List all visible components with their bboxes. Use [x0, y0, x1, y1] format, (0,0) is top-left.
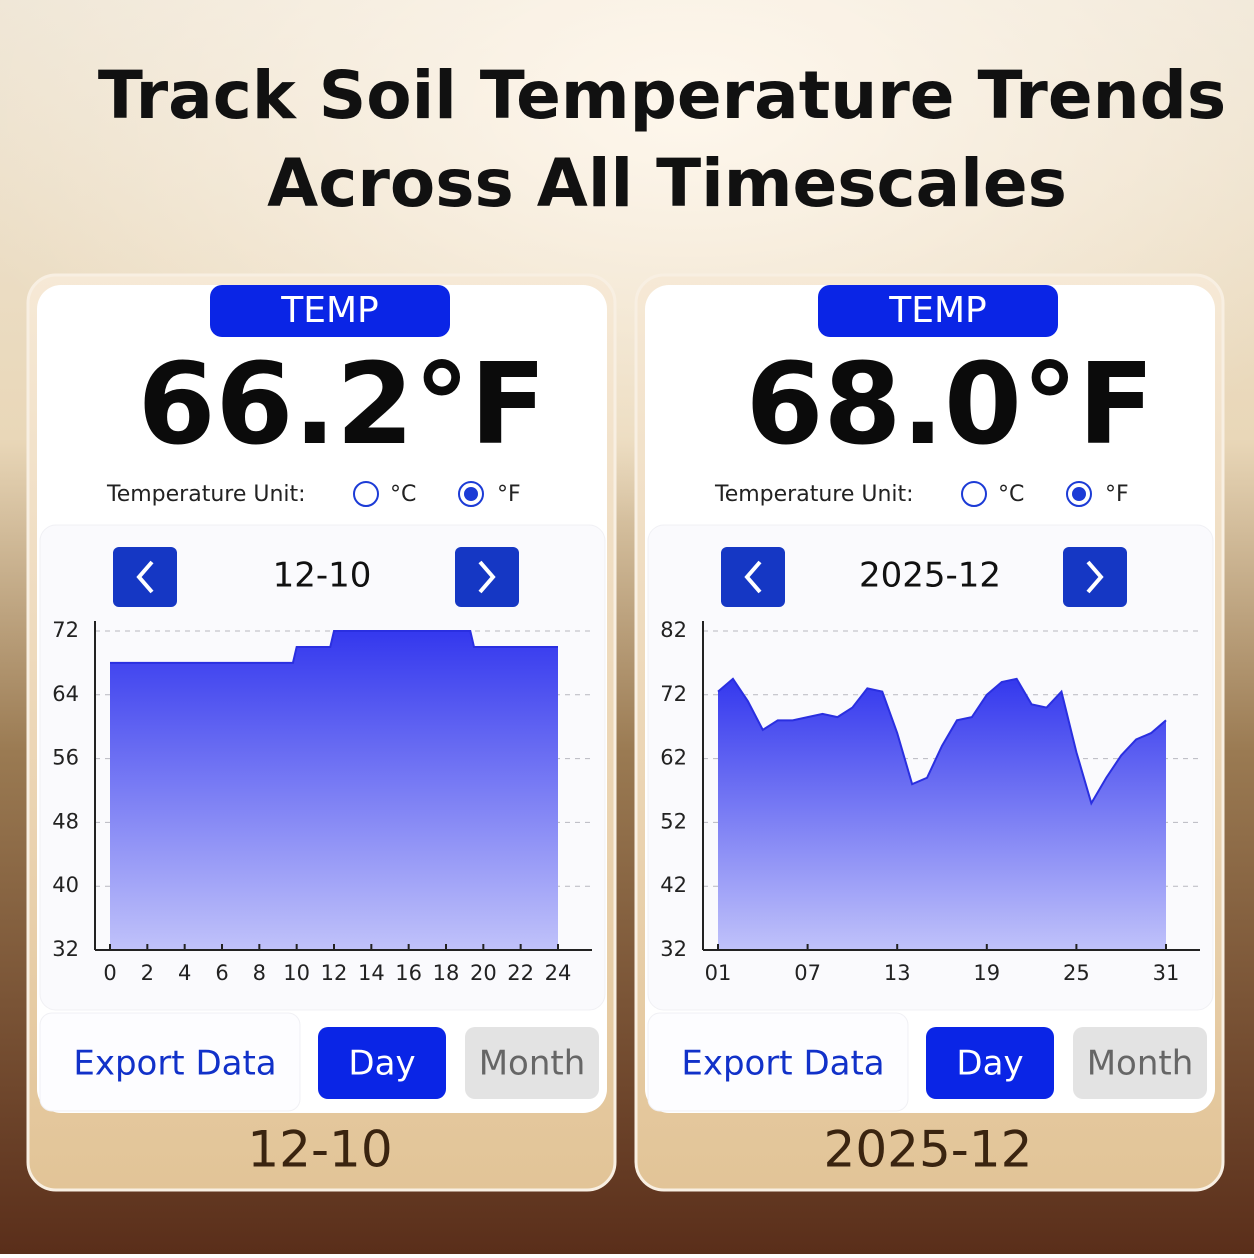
x-tick-label: 8: [253, 961, 266, 985]
badge-label: TEMP: [280, 290, 379, 331]
next-arrow: [1086, 560, 1104, 594]
export-button[interactable]: Export Data: [73, 1044, 276, 1084]
radio-celsius[interactable]: [353, 481, 379, 507]
radio-dot: [1072, 487, 1086, 501]
period-label: 12-10: [273, 556, 372, 596]
month-button[interactable]: [465, 1027, 599, 1099]
y-tick-label: 32: [52, 937, 79, 961]
month-label: Month: [1087, 1044, 1194, 1084]
badge: [818, 285, 1058, 337]
export-button[interactable]: Export Data: [681, 1044, 884, 1084]
day-button[interactable]: [926, 1027, 1054, 1099]
area-fill: [718, 678, 1166, 950]
y-tick-label: 64: [52, 682, 79, 706]
x-tick-label: 18: [433, 961, 460, 985]
x-tick-label: 4: [178, 961, 191, 985]
x-tick-label: 25: [1063, 961, 1090, 985]
day-label: Day: [348, 1044, 415, 1084]
x-tick-label: 10: [283, 961, 310, 985]
x-tick-label: 13: [884, 961, 911, 985]
y-tick-label: 56: [52, 746, 79, 770]
headline: Track Soil Temperature Trends: [98, 57, 1226, 134]
badge-label: TEMP: [888, 290, 987, 331]
area-fill: [110, 631, 558, 950]
x-tick-label: 01: [705, 961, 732, 985]
x-tick-label: 2: [141, 961, 154, 985]
x-tick-label: 0: [103, 961, 116, 985]
radio-label: °F: [497, 482, 521, 507]
x-tick-label: 20: [470, 961, 497, 985]
next-button[interactable]: [455, 547, 519, 607]
y-tick-label: 72: [52, 618, 79, 642]
y-tick-label: 52: [660, 809, 687, 833]
day-button[interactable]: [318, 1027, 446, 1099]
headline: Across All Timescales: [267, 145, 1067, 222]
reading: 68.0°F: [746, 340, 1155, 470]
x-tick-label: 16: [395, 961, 422, 985]
y-tick-label: 82: [660, 618, 687, 642]
prev-button[interactable]: [721, 547, 785, 607]
x-tick-label: 24: [545, 961, 572, 985]
next-arrow: [478, 560, 496, 594]
y-tick-label: 32: [660, 937, 687, 961]
export-area: [39, 1012, 301, 1112]
x-tick-label: 6: [215, 961, 228, 985]
x-tick-label: 12: [321, 961, 348, 985]
y-tick-label: 48: [52, 809, 79, 833]
y-tick-label: 62: [660, 746, 687, 770]
panel-caption: 12-10: [247, 1121, 392, 1179]
radio-label: °F: [1105, 482, 1129, 507]
prev-button[interactable]: [113, 547, 177, 607]
prev-arrow: [744, 560, 762, 594]
radio-dot: [464, 487, 478, 501]
panel-caption: 2025-12: [824, 1121, 1033, 1179]
x-tick-label: 22: [507, 961, 534, 985]
day-label: Day: [956, 1044, 1023, 1084]
next-button[interactable]: [1063, 547, 1127, 607]
radio-label: °C: [390, 482, 416, 507]
x-tick-label: 19: [973, 961, 1000, 985]
area-line: [110, 630, 558, 664]
reading: 66.2°F: [138, 340, 547, 470]
export-area: [647, 1012, 909, 1112]
x-tick-label: 31: [1153, 961, 1180, 985]
radio-label: °C: [998, 482, 1024, 507]
x-tick-label: 07: [794, 961, 821, 985]
month-button[interactable]: [1073, 1027, 1207, 1099]
y-tick-label: 40: [52, 873, 79, 897]
y-tick-label: 42: [660, 873, 687, 897]
area-line: [717, 677, 1167, 806]
unit-label: Temperature Unit:: [714, 482, 914, 507]
y-tick-label: 72: [660, 682, 687, 706]
prev-arrow: [136, 560, 154, 594]
unit-label: Temperature Unit:: [106, 482, 306, 507]
period-label: 2025-12: [859, 556, 1001, 596]
month-label: Month: [479, 1044, 586, 1084]
radio-celsius[interactable]: [961, 481, 987, 507]
badge: [210, 285, 450, 337]
x-tick-label: 14: [358, 961, 385, 985]
